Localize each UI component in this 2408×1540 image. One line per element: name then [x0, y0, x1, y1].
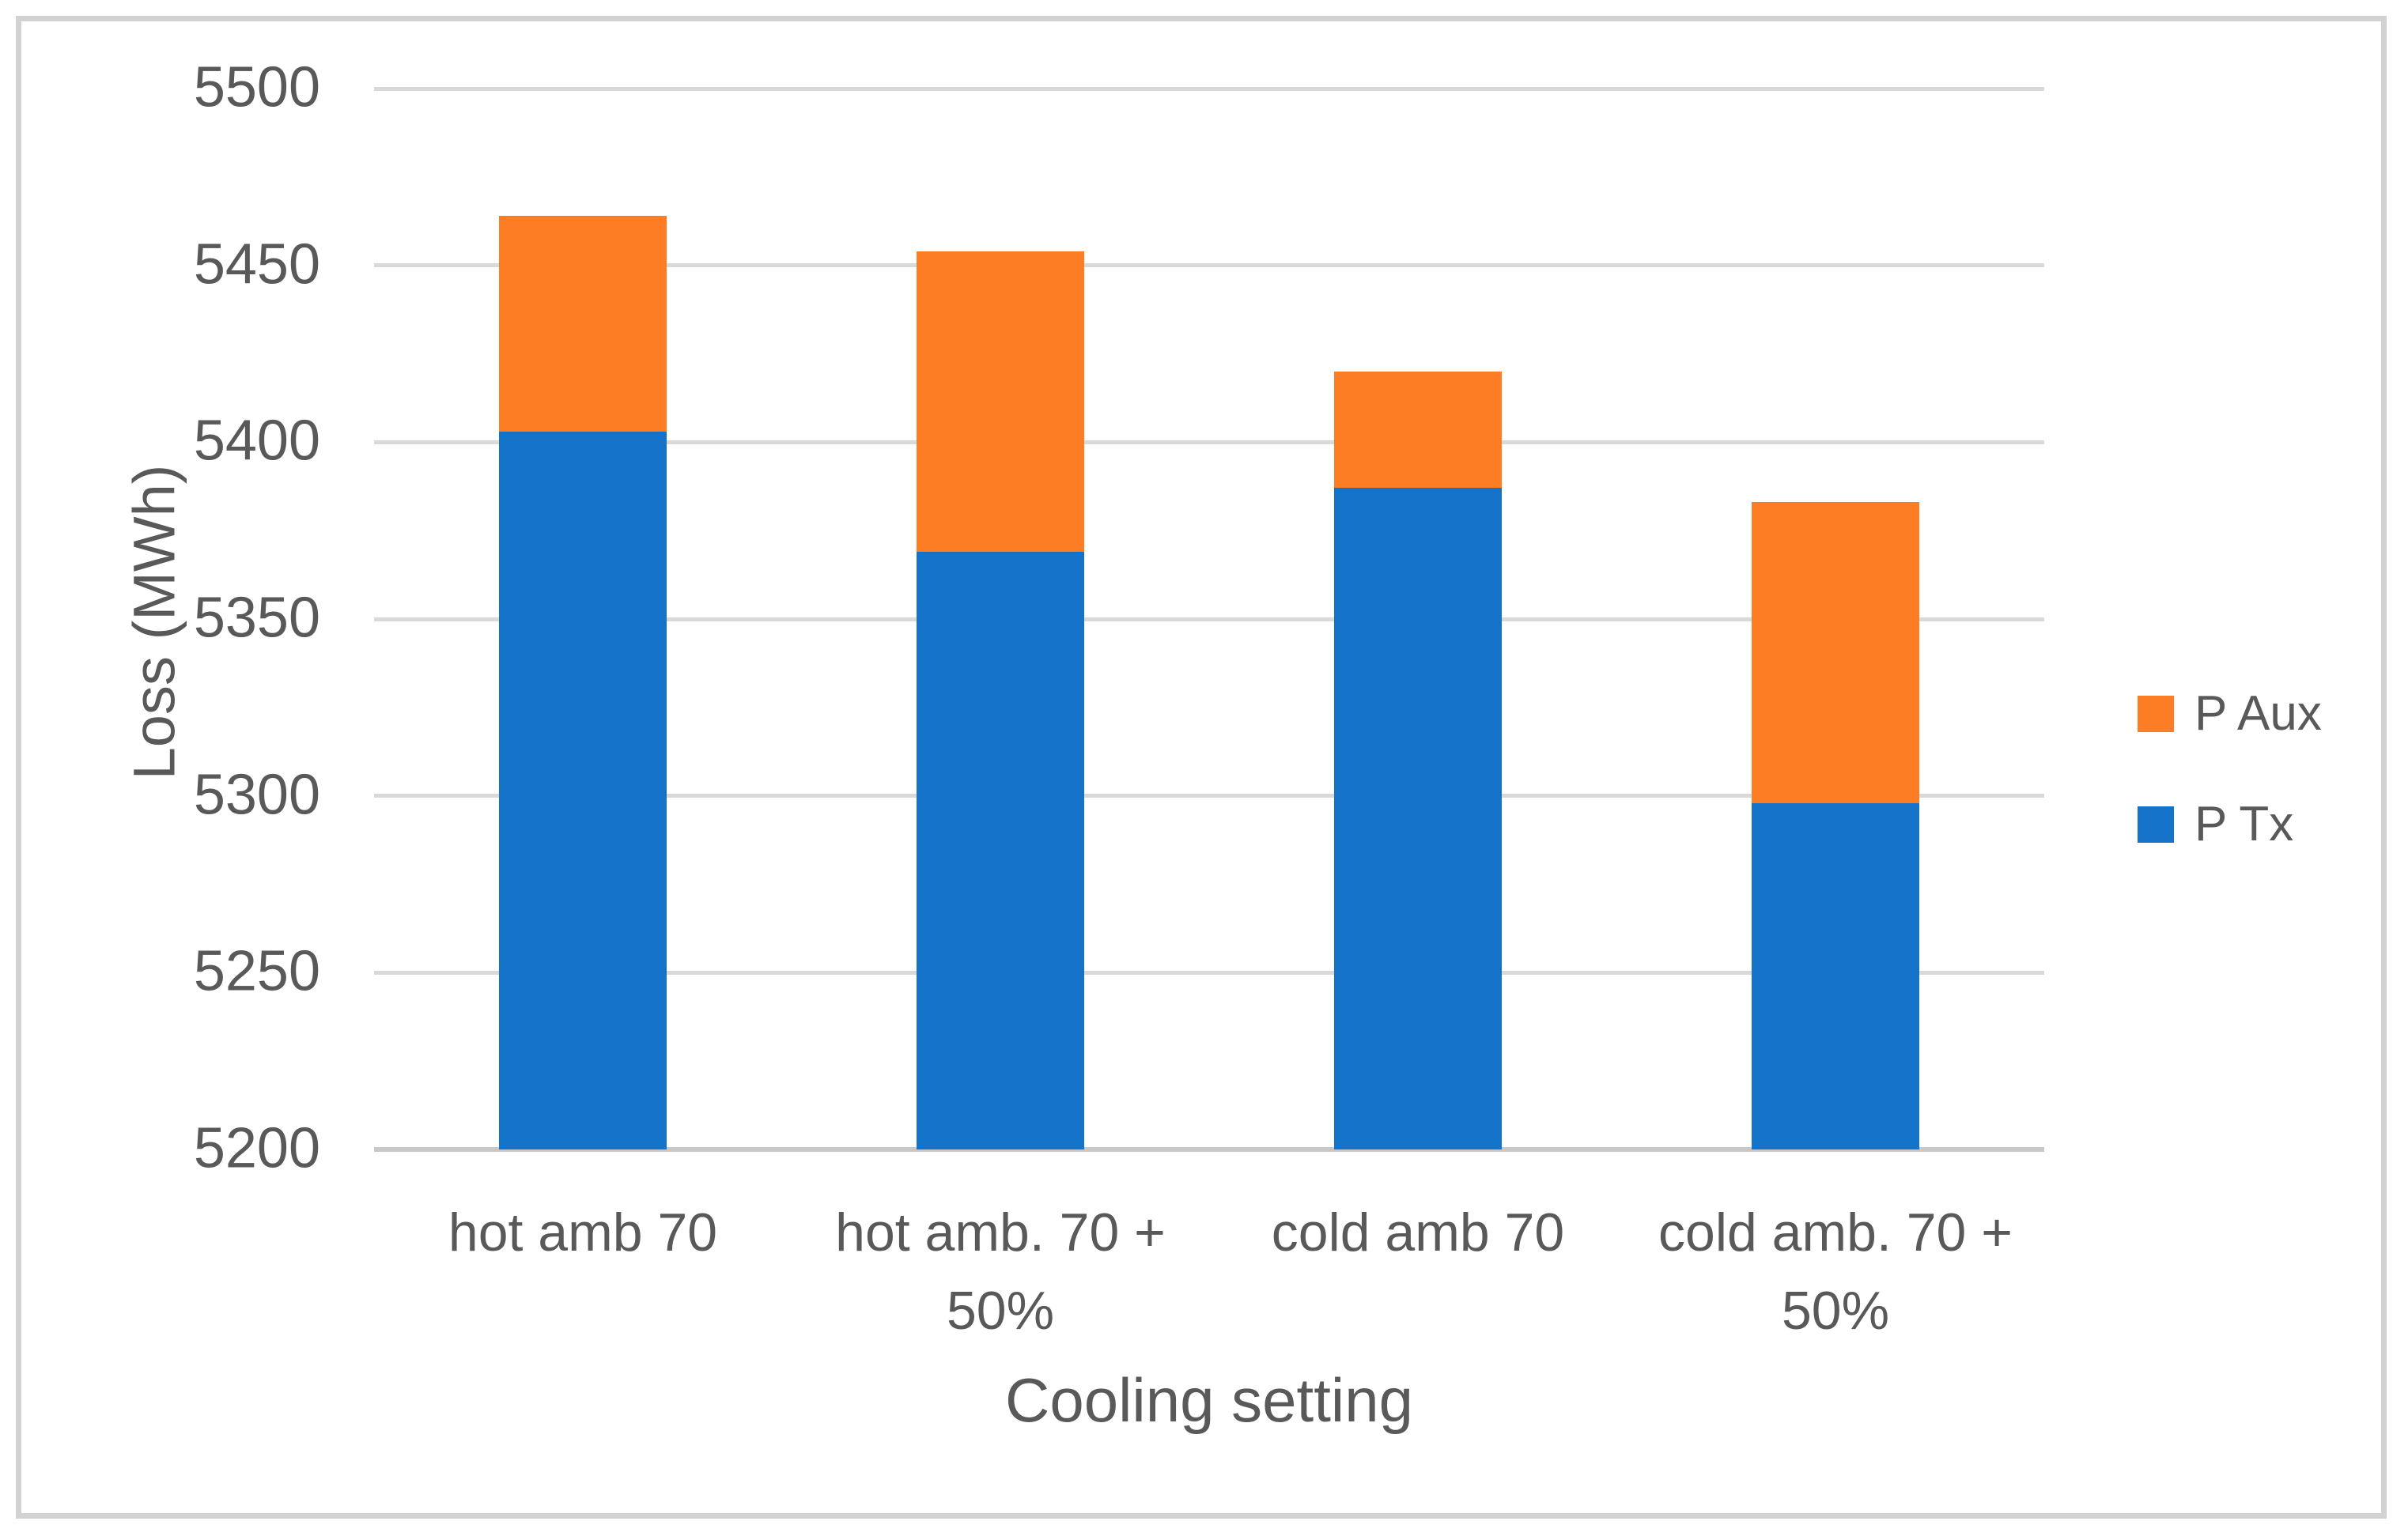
gridline-5300: [374, 794, 2044, 798]
x-axis-title: Cooling setting: [1005, 1365, 1413, 1435]
x-category-label-2: hot amb. 70 + 50%: [835, 1202, 1166, 1341]
bar-segment-p-tx-3: [1334, 488, 1502, 1149]
gridline-5500: [374, 86, 2044, 91]
gridline-5400: [374, 440, 2044, 444]
bar-segment-p-tx-1: [499, 431, 667, 1149]
bar-segment-p-aux-2: [917, 251, 1084, 552]
legend-swatch-p-tx-icon: [2138, 806, 2174, 843]
bar-segment-p-tx-2: [917, 552, 1084, 1149]
legend-entry-p-aux: P Aux: [2138, 689, 2322, 738]
gridline-5350: [374, 617, 2044, 621]
legend-label-p-tx: P Tx: [2194, 797, 2294, 851]
bar-segment-p-aux-1: [499, 216, 667, 432]
y-tick-label-5400: 5400: [193, 409, 320, 473]
y-tick-label-5500: 5500: [193, 55, 320, 119]
bar-segment-p-aux-4: [1752, 502, 1919, 803]
gridline-5250: [374, 970, 2044, 975]
y-tick-label-5250: 5250: [193, 939, 320, 1003]
y-tick-label-5200: 5200: [193, 1116, 320, 1180]
y-tick-label-5350: 5350: [193, 586, 320, 650]
x-category-label-4: cold amb. 70 + 50%: [1658, 1202, 2013, 1341]
bar-segment-p-tx-4: [1752, 802, 1919, 1149]
bar-segment-p-aux-3: [1334, 371, 1502, 489]
gridline-5450: [374, 263, 2044, 268]
y-axis-title: Loss (MWh): [121, 464, 187, 780]
legend-label-p-aux: P Aux: [2194, 686, 2322, 741]
x-category-label-1: hot amb 70: [448, 1202, 718, 1263]
legend-swatch-p-aux-icon: [2138, 696, 2174, 732]
y-tick-label-5300: 5300: [193, 763, 320, 827]
x-category-label-3: cold amb 70: [1271, 1202, 1565, 1263]
legend-entry-p-tx: P Tx: [2138, 800, 2293, 849]
y-tick-label-5450: 5450: [193, 232, 320, 296]
x-axis-line: [374, 1147, 2044, 1152]
